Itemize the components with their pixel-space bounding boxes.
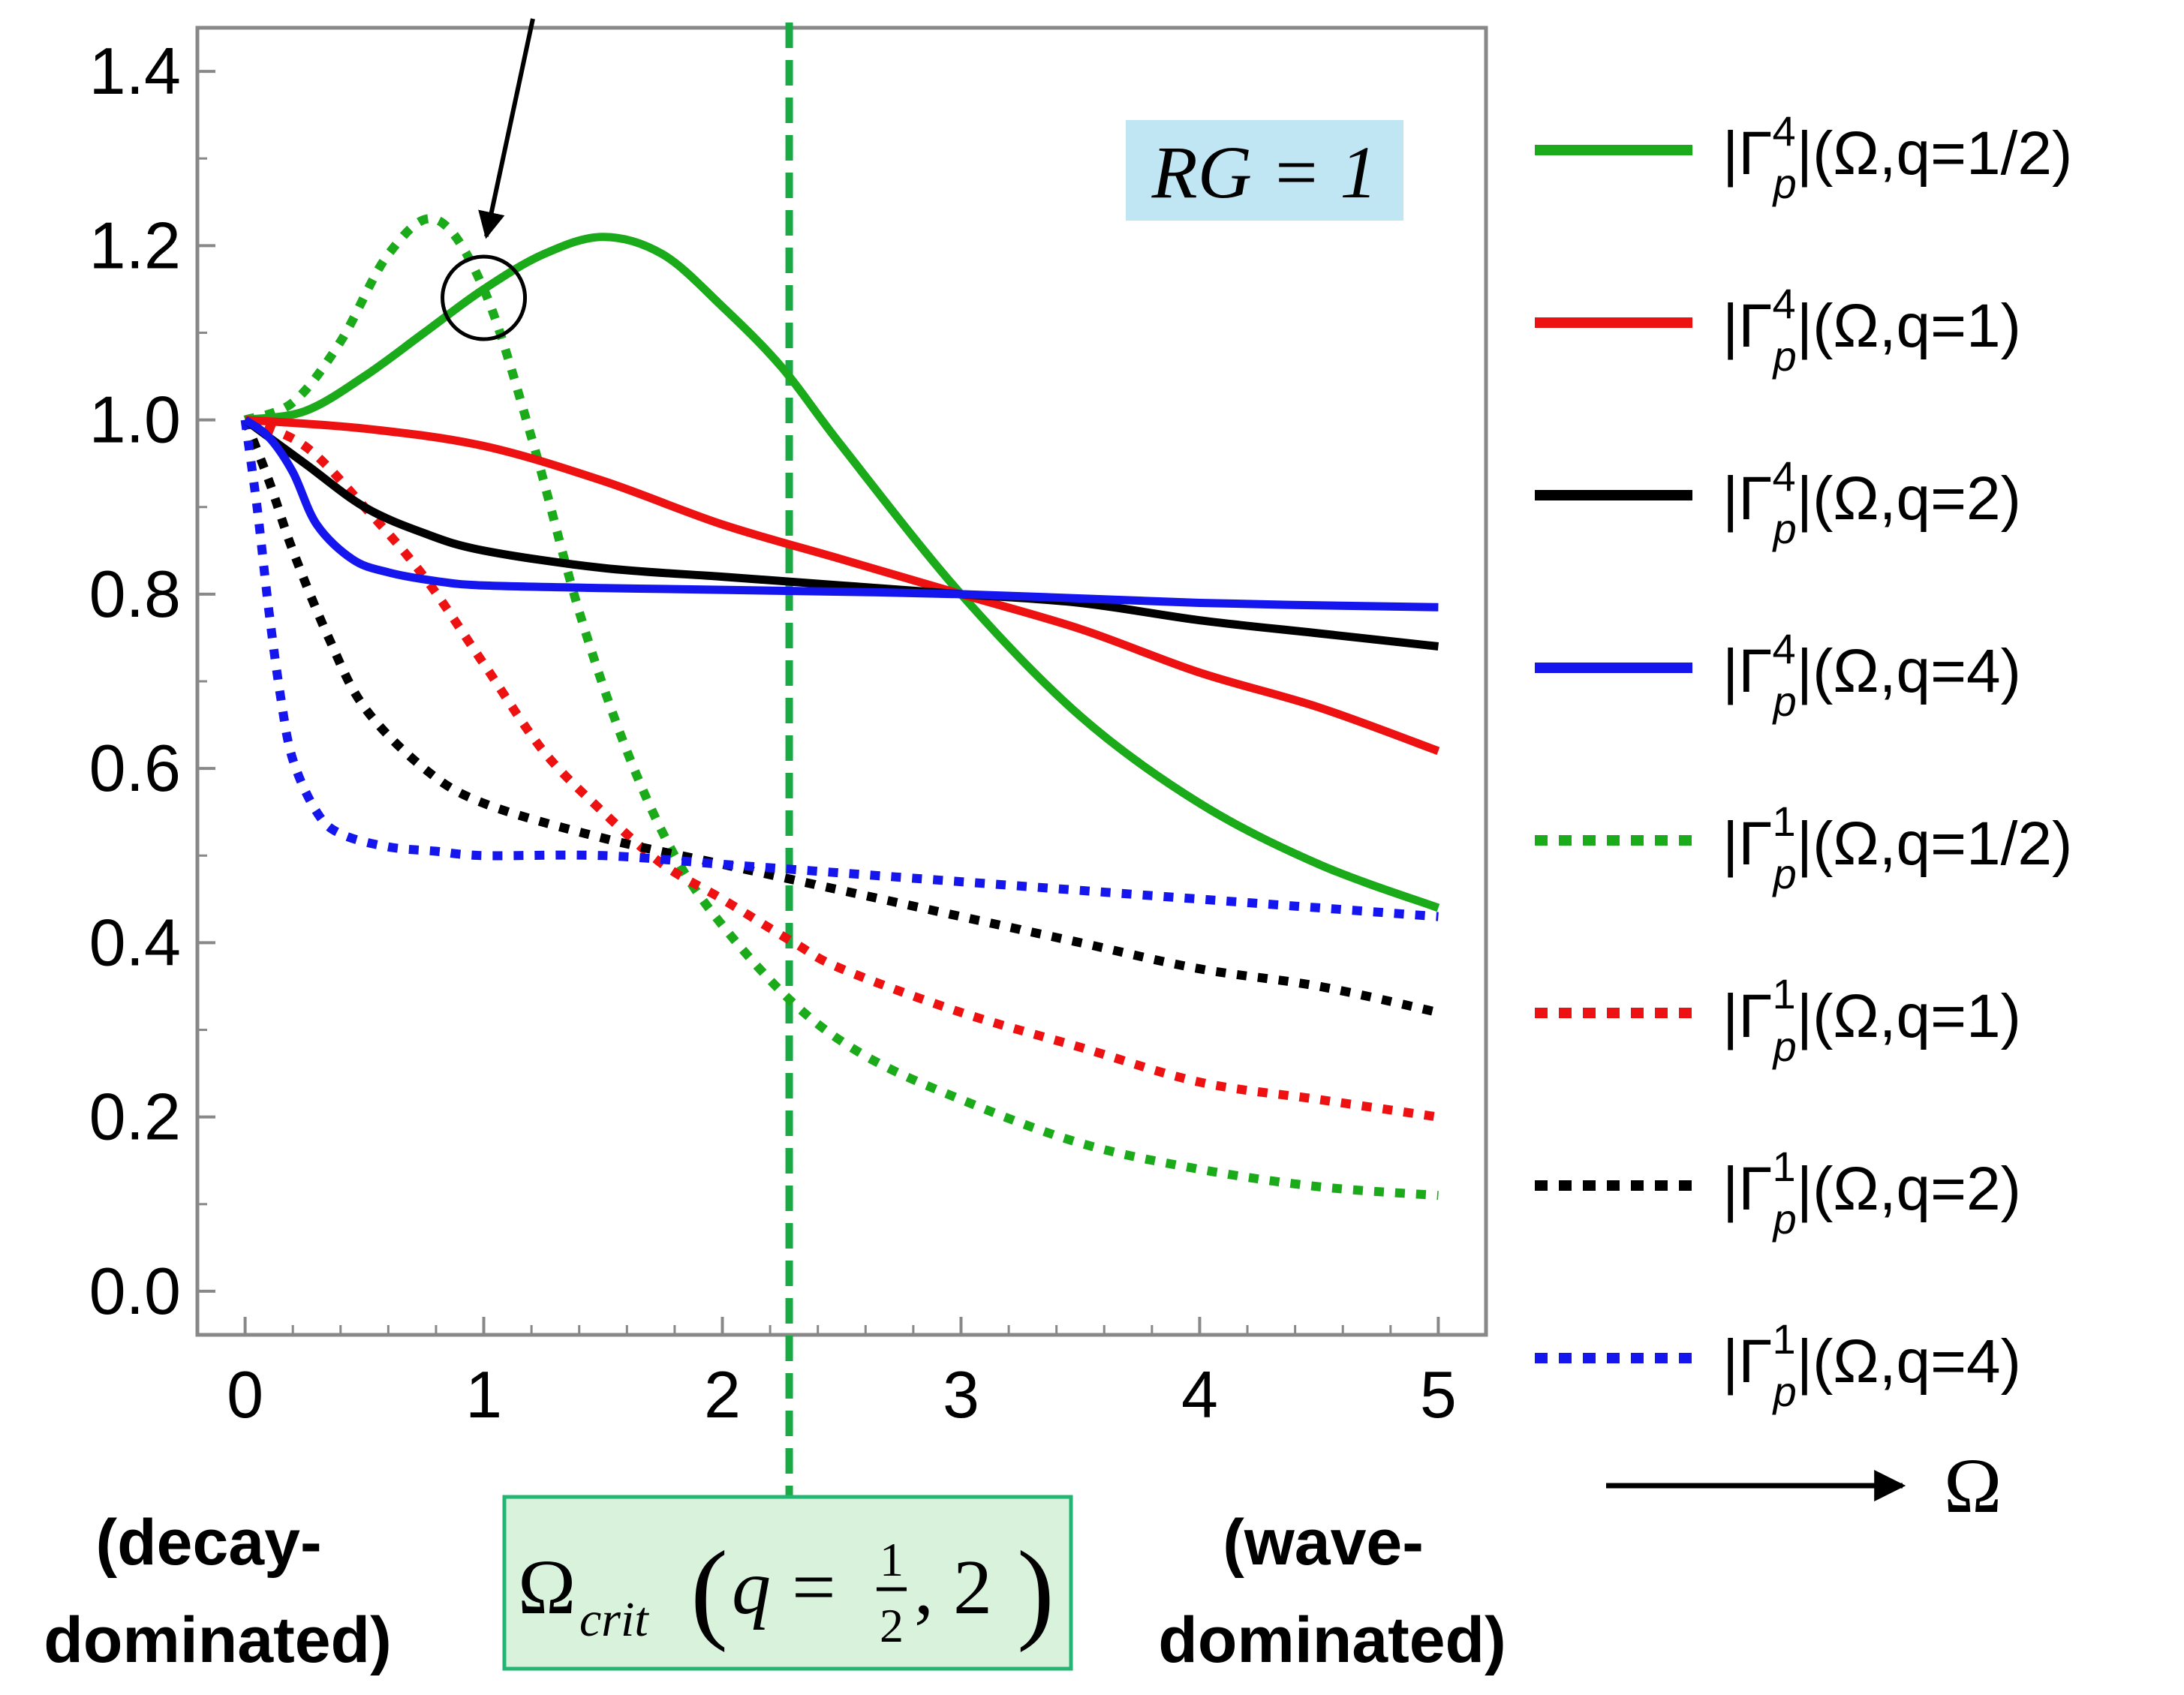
legend-label: |Γ4 p|(Ω,q=4): [1722, 625, 2021, 725]
legend-label: |Γ1 p|(Ω,q=1/2): [1722, 798, 2072, 897]
y-tick-label: 0.6: [89, 731, 181, 805]
legend-label: |Γ4 p|(Ω,q=1): [1722, 280, 2021, 380]
omega-crit-open-paren: (: [690, 1528, 728, 1653]
omega-crit-subscript: crit: [579, 1592, 649, 1647]
wave-dominated-note: (wave- dominated): [1158, 1507, 1506, 1676]
x-axis-ticks: 0 1 2 3 4 5: [227, 1317, 1457, 1432]
x-tick-label: 1: [465, 1357, 502, 1432]
decay-dominated-line-2: dominated): [44, 1604, 391, 1676]
legend-label: |Γ1 p|(Ω,q=1): [1722, 970, 2021, 1070]
wave-dominated-line-2: dominated): [1158, 1604, 1506, 1676]
omega-crit-denominator: 2: [880, 1599, 904, 1652]
omega-crit-q: q: [732, 1544, 771, 1630]
omega-crit-rest: , 2: [914, 1544, 992, 1630]
x-tick-label: 3: [943, 1357, 979, 1432]
x-tick-label: 0: [227, 1357, 263, 1432]
omega-arrow-label: Ω: [1944, 1443, 2002, 1529]
series-line-dotted-gamma1-q1: [243, 416, 1439, 1122]
y-tick-label: 0.4: [89, 905, 181, 979]
y-tick-label: 1.4: [89, 34, 181, 108]
rg-box-background: [1126, 120, 1403, 221]
legend-label: |Γ4 p|(Ω,q=1/2): [1722, 107, 2072, 207]
x-tick-label: 2: [704, 1357, 741, 1432]
y-tick-label: 0.8: [89, 557, 181, 631]
legend: |Γ4 p|(Ω,q=1/2) |Γ4 p|(Ω,q=1) |Γ4 p|(Ω,q=2) |Γ…: [1535, 107, 2072, 1415]
rg-box-label: RG = 1: [1151, 131, 1378, 214]
wave-dominated-line-1: (wave-: [1223, 1507, 1424, 1579]
omega-crit-equals: =: [792, 1544, 836, 1630]
pointer-arrow: [478, 18, 535, 239]
y-tick-label: 1.2: [89, 208, 181, 282]
legend-label: |Γ4 p|(Ω,q=2): [1722, 452, 2021, 552]
legend-label: |Γ1 p|(Ω,q=4): [1722, 1315, 2021, 1415]
omega-crit-box: [502, 1495, 1073, 1671]
series-line-solid-gamma4-q2: [242, 416, 1439, 651]
y-tick-label: 1.0: [89, 383, 181, 457]
series-line-dotted-gamma1-q2: [241, 418, 1439, 1017]
legend-label: |Γ1 p|(Ω,q=2): [1722, 1143, 2021, 1243]
y-tick-label: 0.2: [89, 1080, 181, 1154]
omega-crit-label: Ω crit ( q = 1 2 , 2 ): [518, 1528, 1054, 1653]
series-group: [240, 214, 1440, 1201]
series-line-solid-gamma4-q1-2: [244, 233, 1440, 912]
y-axis-ticks: 0.0 0.2 0.4 0.6 0.8 1.0 1.2 1.4: [89, 34, 215, 1328]
omega-crit-numerator: 1: [880, 1533, 904, 1586]
x-tick-label: 5: [1420, 1357, 1457, 1432]
decay-dominated-line-1: (decay-: [95, 1507, 321, 1579]
omega-crit-close-paren: ): [1017, 1528, 1054, 1653]
series-line-dotted-gamma1-q1-2: [243, 214, 1439, 1201]
series-line-solid-gamma4-q4: [242, 416, 1439, 612]
omega-crit-symbol: Ω: [518, 1544, 576, 1630]
y-tick-label: 0.0: [89, 1254, 181, 1328]
series-line-solid-gamma4-q1: [245, 416, 1440, 756]
decay-dominated-note: (decay- dominated): [44, 1507, 391, 1676]
x-tick-label: 4: [1181, 1357, 1218, 1432]
crossing-circle-marker: [441, 254, 528, 341]
plot-frame: [195, 26, 1488, 1337]
